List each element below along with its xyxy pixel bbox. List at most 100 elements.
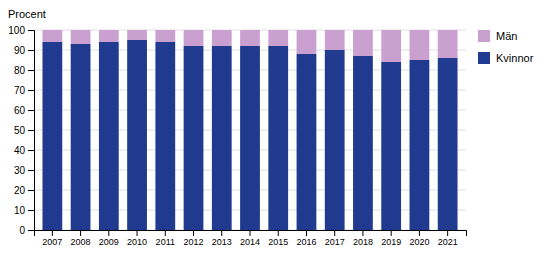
bar: [127, 40, 147, 230]
y-tick-label: 10: [14, 205, 26, 216]
y-tick: 20: [14, 185, 34, 196]
x-tick-mark: [334, 230, 335, 236]
bar: [240, 46, 260, 230]
y-axis: 0 10 20 30 40 50 60 70 80 90 100: [8, 25, 34, 236]
x-tick-mark: [193, 230, 194, 236]
x-tick-label: 2010: [127, 237, 147, 247]
bar: [71, 30, 91, 44]
bar: [381, 62, 401, 230]
y-tick-label: 0: [19, 225, 25, 236]
bar: [353, 56, 373, 230]
x-tick-label: 2021: [438, 237, 458, 247]
x-tick-label: 2009: [99, 237, 119, 247]
x-tick-mark: [52, 230, 53, 236]
x-tick-label: 2012: [184, 237, 204, 247]
x-tick: 2017: [325, 230, 345, 247]
bar: [268, 30, 288, 46]
x-tick-mark: [447, 230, 448, 236]
x-tick-label: 2007: [42, 237, 62, 247]
x-tick-label: 2016: [296, 237, 316, 247]
bar: [297, 54, 317, 230]
y-tick-mark: [28, 150, 34, 151]
y-tick: 60: [14, 105, 34, 116]
x-tick-label: 2019: [381, 237, 401, 247]
x-tick: 2014: [240, 230, 260, 247]
bar: [438, 58, 458, 230]
y-tick-mark: [28, 90, 34, 91]
y-tick-mark: [28, 70, 34, 71]
x-tick-mark: [165, 230, 166, 236]
x-tick: 2018: [353, 230, 373, 247]
bar: [297, 30, 317, 54]
bar: [71, 44, 91, 230]
y-tick: 70: [14, 85, 34, 96]
bar: [99, 30, 119, 42]
bar: [268, 46, 288, 230]
legend-item: Män: [478, 30, 517, 42]
y-tick: 40: [14, 145, 34, 156]
x-tick-mark: [391, 230, 392, 236]
x-tick: 2021: [438, 230, 458, 247]
y-tick-label: 90: [14, 45, 26, 56]
x-tick-mark: [80, 230, 81, 236]
x-tick-mark: [362, 230, 363, 236]
x-tick-mark: [221, 230, 222, 236]
y-tick: 30: [14, 165, 34, 176]
y-tick-label: 30: [14, 165, 26, 176]
x-tick-label: 2014: [240, 237, 260, 247]
bar: [410, 60, 430, 230]
y-tick: 10: [14, 205, 34, 216]
y-tick-mark: [28, 170, 34, 171]
bar: [212, 30, 232, 46]
y-tick-mark: [28, 50, 34, 51]
y-tick-mark: [28, 110, 34, 111]
x-tick-mark: [278, 230, 279, 236]
bar: [212, 46, 232, 230]
x-tick-mark: [419, 230, 420, 236]
legend-swatch: [478, 52, 490, 64]
bar: [184, 46, 204, 230]
x-tick-mark: [108, 230, 109, 236]
y-tick-label: 50: [14, 125, 26, 136]
legend-label: Kvinnor: [496, 52, 534, 64]
x-tick-mark: [250, 230, 251, 236]
y-tick: 90: [14, 45, 34, 56]
y-tick-label: 20: [14, 185, 26, 196]
bar: [127, 30, 147, 40]
bar: [155, 42, 175, 230]
bar: [240, 30, 260, 46]
y-tick-mark: [28, 130, 34, 131]
bar-series: [42, 40, 457, 230]
y-tick-mark: [28, 210, 34, 211]
plot: 0 10 20 30 40 50 60 70 80 90 100 2007 2008 2009 2010 20…: [8, 25, 466, 248]
y-axis-title: Procent: [8, 8, 46, 20]
y-tick: 80: [14, 65, 34, 76]
y-tick: 100: [8, 25, 34, 36]
grid: [34, 30, 466, 230]
bars: [42, 30, 457, 230]
bar: [42, 30, 62, 42]
x-axis-line: [35, 231, 467, 237]
x-tick: 2007: [42, 230, 62, 247]
chart-container: 0 10 20 30 40 50 60 70 80 90 100 2007 2008 2009 2010 20…: [0, 0, 550, 254]
y-tick-label: 60: [14, 105, 26, 116]
y-tick-mark: [28, 230, 34, 231]
bar: [325, 30, 345, 50]
bar: [438, 30, 458, 58]
x-tick: 2015: [268, 230, 288, 247]
bar: [99, 42, 119, 230]
x-tick: 2020: [409, 230, 429, 247]
bar: [184, 30, 204, 46]
y-axis-line: [28, 31, 35, 231]
bar-series: [42, 30, 457, 62]
y-tick-label: 70: [14, 85, 26, 96]
legend-swatch: [478, 30, 490, 42]
bar: [381, 30, 401, 62]
x-axis: 2007200820092010201120122013201420152016…: [35, 230, 467, 247]
x-tick: 2008: [71, 230, 91, 247]
y-tick: 50: [14, 125, 34, 136]
y-tick: 0: [19, 225, 34, 236]
x-tick-label: 2015: [268, 237, 288, 247]
x-tick: 2012: [184, 230, 204, 247]
x-tick-label: 2013: [212, 237, 232, 247]
